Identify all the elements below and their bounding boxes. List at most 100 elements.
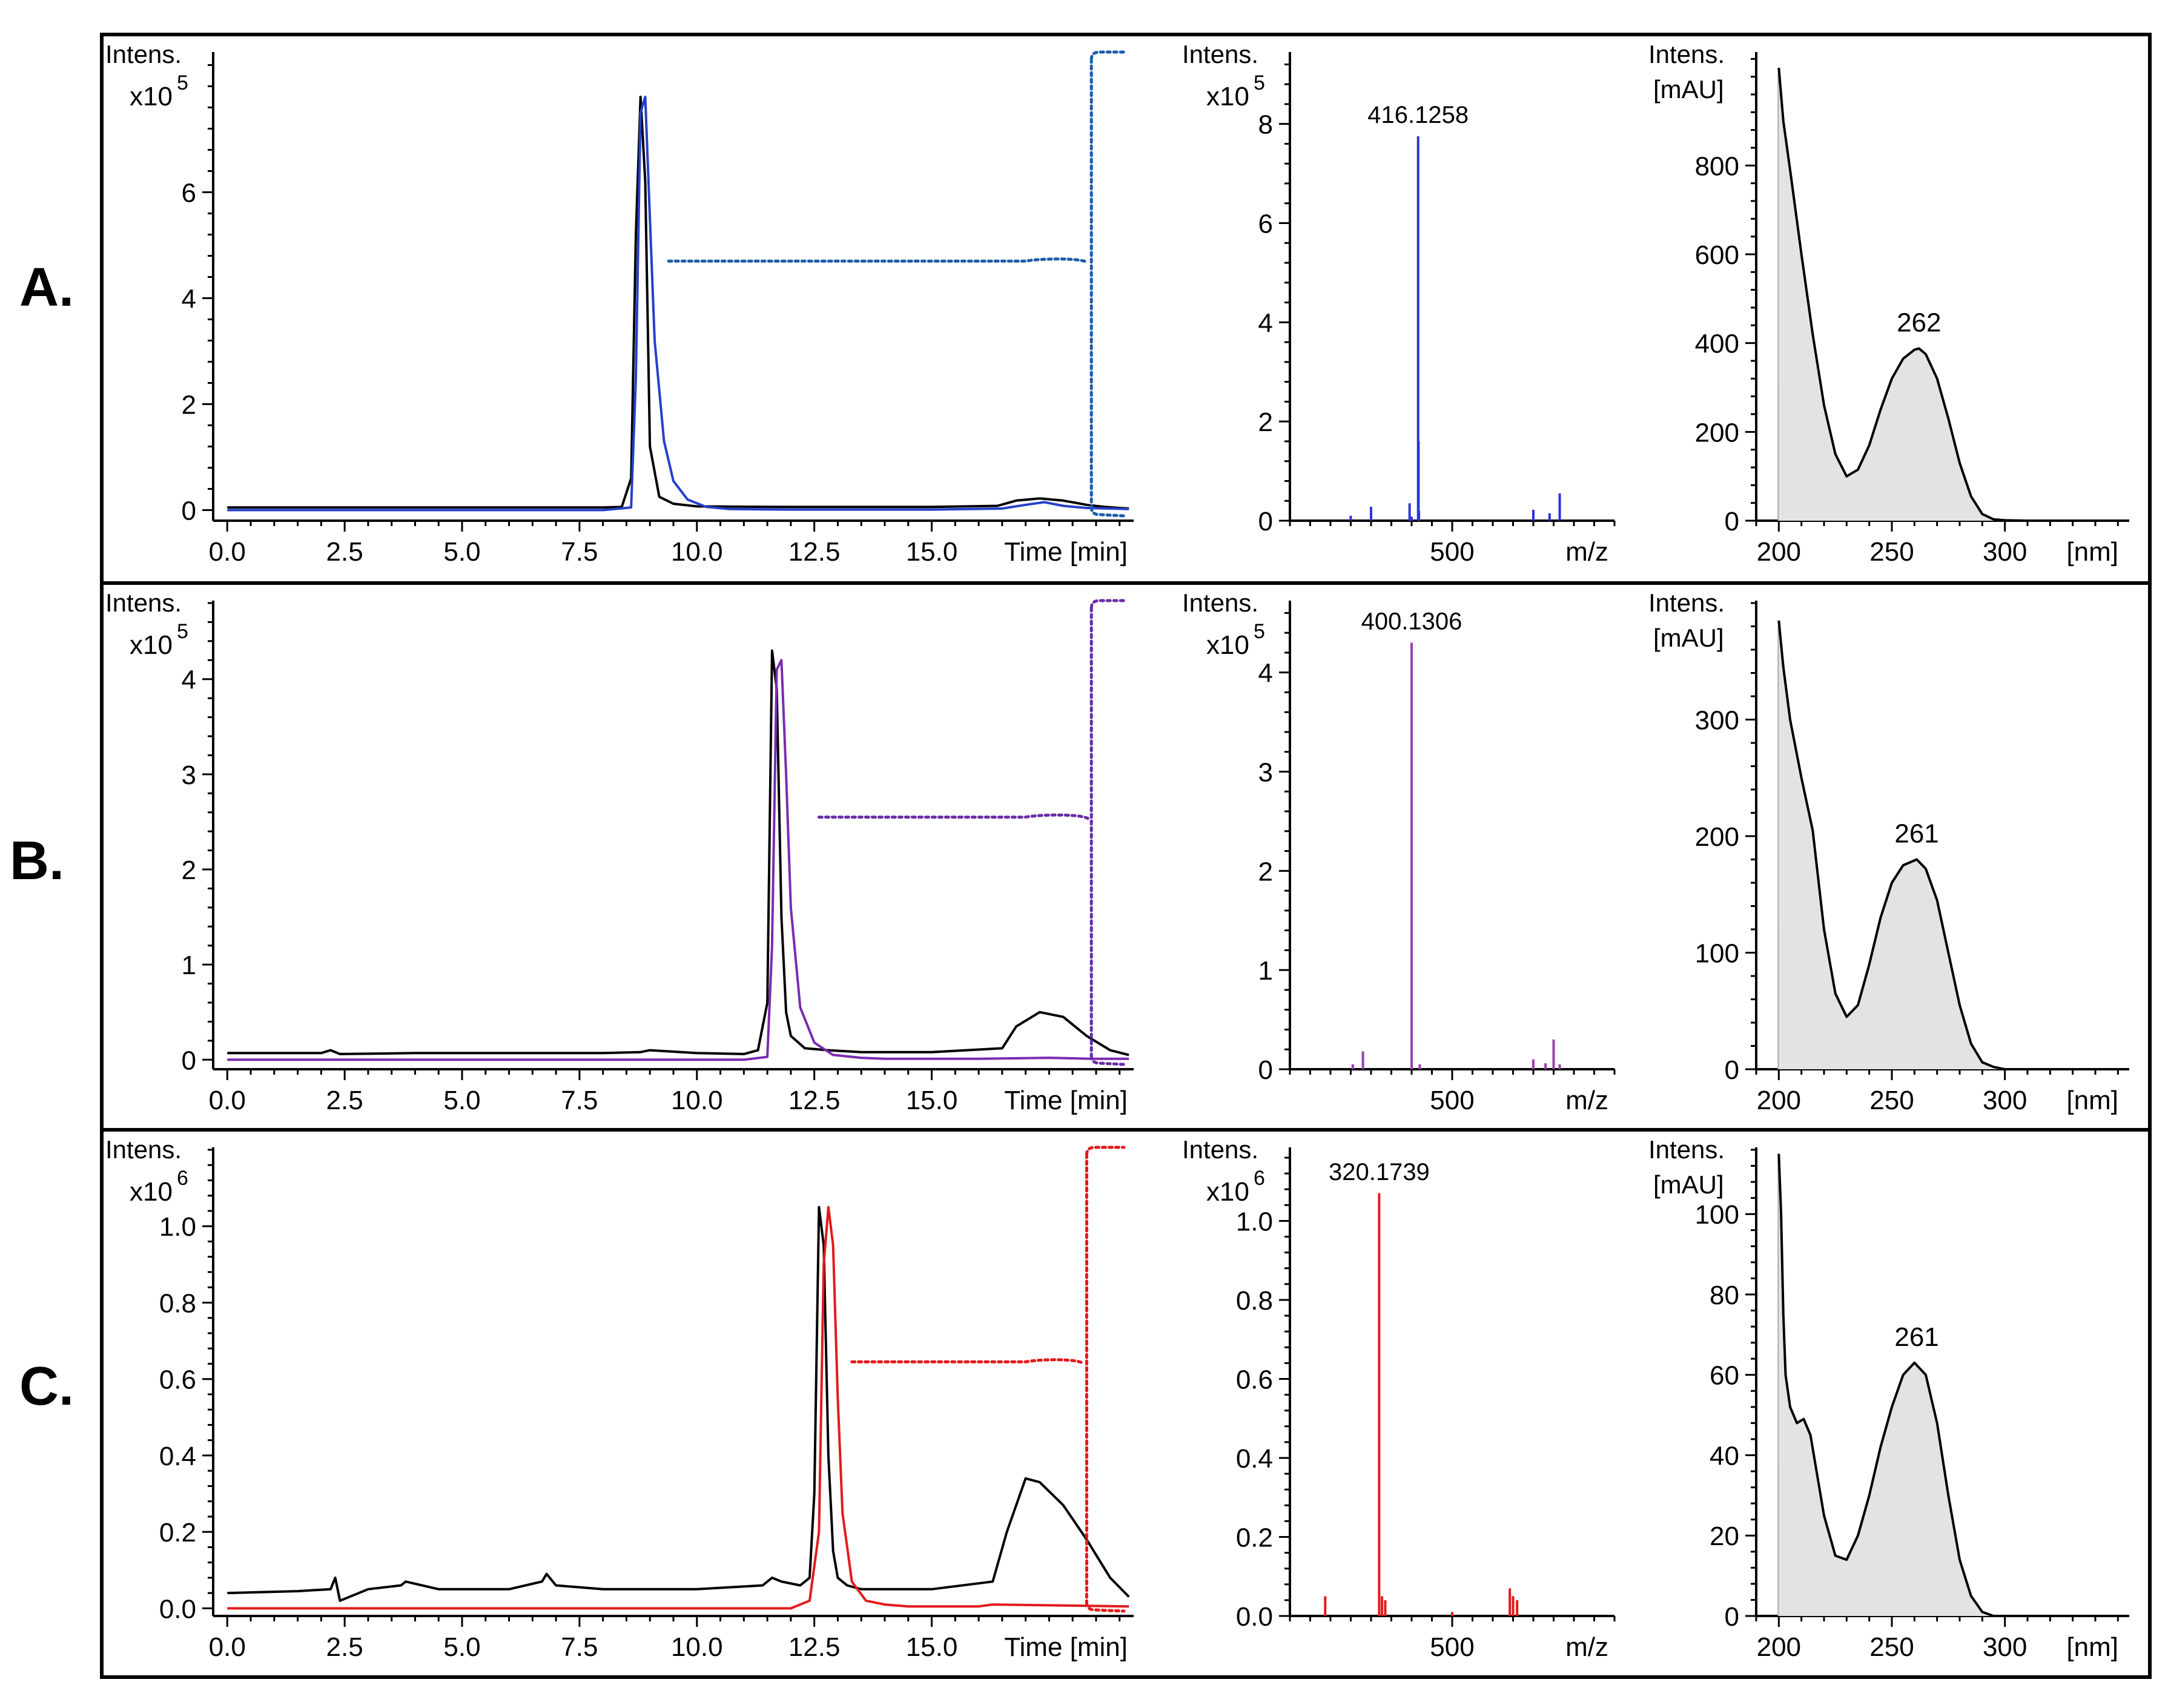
y-unit-label: [mAU] — [1653, 624, 1724, 652]
uv-spectrum-line — [1777, 620, 2118, 1070]
y-tick-label: 1.0 — [1236, 1207, 1273, 1236]
y-tick-label: 1.0 — [159, 1212, 196, 1242]
y-tick-label: 0 — [182, 1046, 196, 1075]
y-tick-label: 0.6 — [1236, 1365, 1273, 1394]
y-tick-label: 4 — [1258, 308, 1273, 338]
series-line-total — [227, 1205, 1130, 1602]
x-tick-label: 0.0 — [209, 537, 246, 567]
y-scale-label: x10 — [1206, 630, 1249, 660]
y-scale-label: x10 — [1206, 82, 1249, 111]
uv-spectrum-b: 0 100 200 300 200 250 300 Intens. [mAU] [nm] 261 — [1648, 589, 2129, 1115]
y-tick-label: 200 — [1695, 418, 1739, 447]
y-tick-label: 100 — [1695, 939, 1739, 969]
row-label-c: C. — [19, 1356, 74, 1417]
uv-spectrum-a: 0 200 400 600 800 200 250 300 Intens. [mAU] [nm] 26… — [1648, 40, 2129, 567]
y-axis-title: Intens. — [1182, 40, 1258, 68]
y-tick-label: 4 — [182, 285, 196, 314]
y-tick-label: 20 — [1710, 1522, 1739, 1551]
series-line-extracted — [227, 96, 1129, 512]
x-tick-label: 500 — [1430, 537, 1474, 567]
y-tick-label: 600 — [1695, 240, 1739, 270]
row-label-a: A. — [19, 257, 74, 318]
x-tick-label: 10.0 — [671, 537, 723, 567]
y-scale-exponent: 5 — [1254, 620, 1265, 643]
y-tick-label: 200 — [1695, 822, 1739, 852]
y-tick-label: 6 — [182, 179, 196, 208]
y-scale-label: x10 — [130, 82, 173, 111]
chromatogram-a: 0 2 4 6 0.0 2.5 5.0 7.5 10.0 12.5 15.0 Intens. x10 5 T… — [105, 40, 1134, 567]
x-tick-label: 0.0 — [209, 1086, 246, 1115]
x-tick-label: 5.0 — [443, 1086, 480, 1115]
x-tick-label: 250 — [1869, 1632, 1914, 1662]
x-tick-label: 15.0 — [906, 1086, 958, 1115]
mass-spectrum-c: 0.0 0.2 0.4 0.6 0.8 1.0 500 Intens. x10 6 m/z 320.1… — [1182, 1135, 1616, 1662]
uv-area-fill — [1779, 620, 2118, 1069]
lambda-max-label: 261 — [1894, 1322, 1938, 1352]
y-unit-label: [mAU] — [1653, 75, 1724, 104]
y-tick-label: 4 — [1258, 659, 1273, 688]
x-tick-label: 12.5 — [788, 537, 841, 567]
x-tick-label: 10.0 — [671, 1086, 723, 1115]
peak-label: 320.1739 — [1329, 1159, 1430, 1185]
x-tick-label: 200 — [1757, 1086, 1801, 1115]
y-tick-label: 0.0 — [1236, 1602, 1273, 1632]
connector-bracket — [850, 1146, 1126, 1613]
row-c: C. 0.0 0.2 0.4 0.6 0.8 1.0 0.0 2.5 5.0 7.5 10.0 12.… — [19, 1128, 2152, 1679]
y-tick-label: 40 — [1710, 1441, 1739, 1471]
x-axis-title: [nm] — [2066, 537, 2118, 567]
y-tick-label: 8 — [1258, 110, 1273, 140]
x-tick-label: 300 — [1983, 1086, 2027, 1115]
x-tick-label: 7.5 — [561, 537, 598, 567]
y-tick-label: 0 — [1725, 507, 1739, 536]
connector-bracket — [667, 50, 1126, 518]
chromatogram-c: 0.0 0.2 0.4 0.6 0.8 1.0 0.0 2.5 5.0 7.5 10.0 12.5 15… — [105, 1135, 1134, 1662]
series-line-extracted — [227, 659, 1129, 1061]
x-tick-label: 0.0 — [209, 1632, 246, 1662]
y-scale-exponent: 5 — [177, 71, 188, 94]
y-tick-label: 60 — [1710, 1361, 1739, 1391]
y-tick-label: 800 — [1695, 151, 1739, 181]
x-tick-label: 250 — [1869, 1086, 1914, 1115]
y-tick-label: 3 — [182, 760, 196, 790]
y-tick-label: 300 — [1695, 706, 1739, 736]
x-tick-label: 10.0 — [671, 1632, 723, 1662]
y-tick-label: 0.0 — [159, 1594, 196, 1624]
y-tick-label: 0.8 — [1236, 1286, 1273, 1316]
y-scale-label: x10 — [1206, 1177, 1249, 1207]
x-tick-label: 300 — [1983, 537, 2027, 567]
x-axis-title: m/z — [1565, 537, 1608, 567]
y-tick-label: 0.2 — [159, 1518, 196, 1548]
x-axis-title: Time [min] — [1004, 1086, 1128, 1115]
y-tick-label: 400 — [1695, 329, 1739, 359]
y-tick-label: 0.4 — [159, 1442, 196, 1471]
y-tick-label: 0.6 — [159, 1365, 196, 1395]
chromatogram-b: 0 1 2 3 4 0.0 2.5 5.0 7.5 10.0 12.5 15.0 Intens. x10 5… — [105, 589, 1134, 1115]
x-tick-label: 250 — [1869, 537, 1914, 567]
y-tick-label: 0 — [1258, 1055, 1273, 1085]
series-line-total — [227, 96, 1129, 510]
uv-spectrum-c: 0 20 40 60 80 100 200 250 300 Intens. [mAU] [nm] 261 — [1648, 1135, 2129, 1662]
y-tick-label: 3 — [1258, 758, 1273, 788]
x-tick-label: 5.0 — [443, 537, 480, 567]
x-tick-label: 200 — [1757, 537, 1801, 567]
series-line-extracted — [227, 1205, 1129, 1610]
x-tick-label: 12.5 — [788, 1632, 841, 1662]
y-tick-label: 0.4 — [1236, 1444, 1273, 1474]
y-scale-exponent: 6 — [1254, 1167, 1265, 1190]
x-axis-title: Time [min] — [1004, 1632, 1128, 1662]
lambda-max-label: 262 — [1897, 308, 1941, 337]
y-axis-title: Intens. — [1648, 40, 1725, 68]
y-tick-label: 1 — [182, 951, 196, 980]
x-tick-label: 5.0 — [443, 1632, 480, 1662]
lambda-max-label: 261 — [1894, 819, 1938, 849]
x-tick-label: 7.5 — [561, 1086, 598, 1115]
row-b: B. 0 1 2 3 4 0.0 2.5 5.0 7.5 10.0 12.5 15.0 Intens. x… — [10, 581, 2152, 1132]
y-tick-label: 0 — [1725, 1055, 1739, 1085]
y-axis-title: Intens. — [105, 589, 182, 617]
x-tick-label: 2.5 — [326, 537, 363, 567]
mass-spectrum-b: 0 1 2 3 4 500 Intens. x10 5 m/z 400.1306 — [1182, 589, 1616, 1115]
connector-bracket — [817, 599, 1126, 1066]
y-axis-title: Intens. — [105, 40, 182, 68]
